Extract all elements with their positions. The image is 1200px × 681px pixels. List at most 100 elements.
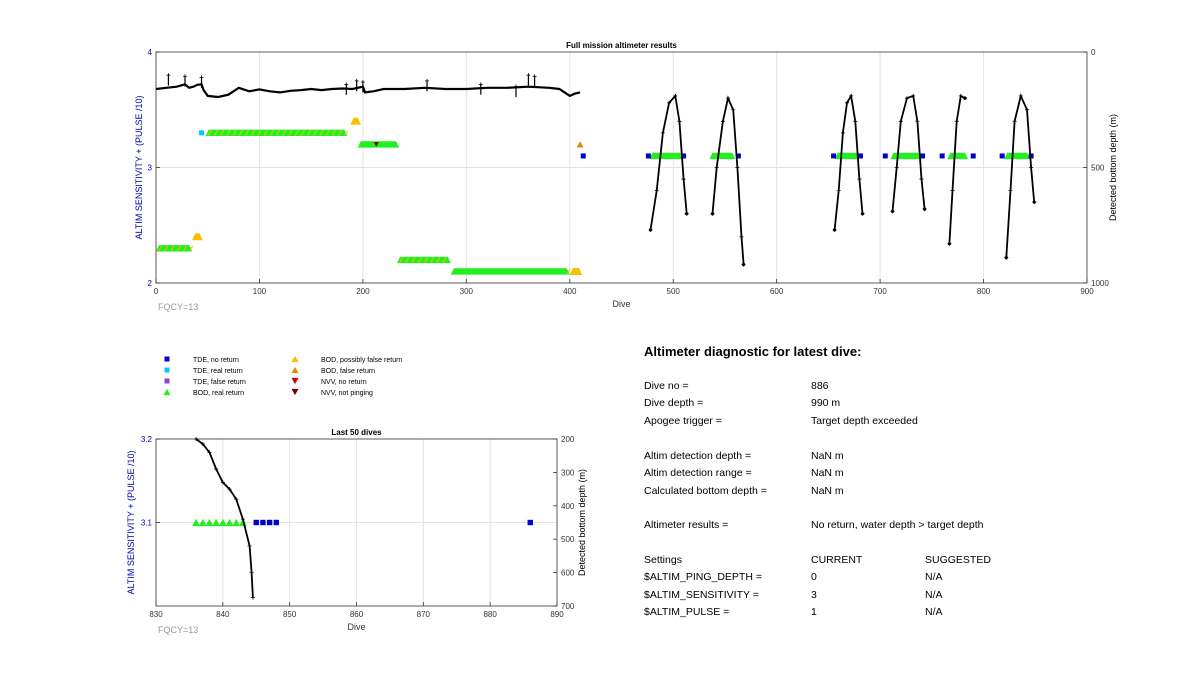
x-tick-label: 300 (460, 287, 474, 296)
bottom-depth-endpoint (741, 262, 746, 267)
bod-possibly-false-fleck (430, 257, 435, 263)
bottom-depth-point (478, 82, 483, 87)
bod-possibly-false-fleck (442, 257, 447, 263)
bottom-depth-endpoint (860, 212, 865, 216)
bottom-depth-dive-trace (649, 93, 688, 231)
y2-tick-label: 0 (1091, 48, 1096, 57)
fqcy-annotation: FQCY=13 (158, 302, 198, 312)
bod-possibly-false-fleck (313, 130, 318, 136)
y2-tick-label: 400 (561, 502, 575, 511)
bottom-depth-point (1029, 165, 1034, 170)
bod-real-return-marker (225, 518, 234, 527)
bod-possibly-false-fleck (307, 130, 312, 136)
bod-real-return-band (357, 141, 400, 148)
tde-no-return-marker (735, 153, 741, 159)
nvv-not-pinging-marker (373, 142, 379, 147)
bottom-depth-point (249, 570, 254, 575)
bod-possibly-false-fleck (257, 130, 262, 136)
x-tick-label: 900 (1080, 287, 1094, 296)
bod-real-return-marker (232, 518, 241, 527)
bottom-depth-point (857, 177, 862, 182)
bottom-depth-endpoint (1032, 200, 1036, 204)
x-tick-label: 870 (417, 610, 431, 619)
bod-possibly-false-fleck (331, 130, 336, 136)
bottom-depth-point (836, 188, 841, 193)
bod-possibly-false-fleck (170, 245, 175, 252)
bottom-depth-point (532, 74, 537, 79)
bod-possibly-false-fleck (436, 257, 441, 263)
calc-bottom-depth-label: Calculated bottom depth = (644, 485, 767, 497)
bod-possibly-false-fleck (269, 130, 274, 136)
bottom-depth-point (731, 107, 736, 112)
legend-bod-real-return-marker (163, 388, 171, 396)
tde-no-return-marker (527, 519, 533, 526)
pulse-label: $ALTIM_PULSE = (644, 606, 730, 618)
tde-no-return-marker (882, 153, 888, 159)
dive-depth-row: Dive depth = 990 m (644, 397, 840, 409)
legend-bod-false-return-marker (291, 366, 299, 374)
y-axis-label: ALTIM SENSITIVITY + (PULSE /10) (134, 96, 144, 240)
ping-depth-row: $ALTIM_PING_DEPTH = 0 N/A (644, 571, 943, 583)
plot-title: Full mission altimeter results (566, 41, 677, 50)
bottom-depth-point (425, 78, 430, 83)
legend-bod-possibly-false-marker (291, 355, 299, 363)
bottom-depth-point (166, 73, 171, 78)
settings-label: Settings (644, 554, 682, 566)
bottom-depth-point (200, 442, 205, 447)
bottom-depth-point (677, 119, 682, 124)
bottom-depth-point (1025, 107, 1029, 112)
altimeter-results-row: Altimeter results = No return, water dep… (644, 519, 983, 531)
legend-tde-false-return-marker (164, 378, 170, 384)
bottom-depth-endpoint (710, 212, 715, 216)
bod-possibly-false-fleck (288, 130, 293, 136)
legend-bod-possibly-false-label: BOD, possibly false return (321, 357, 402, 364)
legend-nvv-no-return-marker (291, 377, 299, 385)
bod-real-return-band (450, 268, 570, 275)
last-50-dives-plot: 830 840 850 860 870 880 890 3.1 3.2 200 300 400 500 6… (126, 428, 587, 635)
apogee-label: Apogee trigger = (644, 415, 722, 427)
y-tick-label: 3 (148, 164, 153, 173)
bod-possibly-false-fleck (300, 130, 305, 136)
bottom-depth-point (905, 96, 910, 101)
bod-possibly-false-fleck (405, 257, 410, 263)
x-tick-label: 890 (550, 610, 564, 619)
bottom-depth-point (845, 100, 850, 105)
bottom-depth-endpoint (922, 207, 927, 211)
bottom-depth-point (673, 93, 678, 98)
plot-title: Last 50 dives (331, 428, 382, 437)
bottom-depth-point (735, 165, 740, 170)
x-tick-label: 800 (977, 287, 991, 296)
sensitivity-current: 3 (811, 589, 817, 601)
pulse-row: $ALTIM_PULSE = 1 N/A (644, 606, 943, 618)
bottom-depth-point (660, 130, 665, 135)
altimeter-results-label: Altimeter results = (644, 519, 729, 531)
bottom-depth-point (853, 119, 858, 124)
y2-tick-label: 300 (561, 468, 575, 477)
bottom-depth-dive-trace (833, 93, 864, 230)
bottom-depth-point (958, 93, 963, 98)
bod-possibly-false-fleck (214, 130, 218, 136)
x-tick-label: 850 (283, 610, 297, 619)
tde-no-return-marker (939, 153, 945, 159)
x-tick-label: 500 (667, 287, 681, 296)
bod-possibly-false-fleck (158, 245, 163, 252)
tde-no-return-marker (999, 153, 1005, 159)
x-axis-label: Dive (612, 299, 630, 309)
legend-tde-false-return-label: TDE, false return (193, 379, 246, 386)
bottom-depth-point (199, 75, 204, 80)
y2-tick-label: 500 (1091, 164, 1105, 173)
pulse-current: 1 (811, 606, 817, 618)
bottom-depth-endpoint (648, 228, 653, 232)
current-label: CURRENT (811, 554, 863, 566)
bod-possibly-false-fleck (176, 245, 181, 252)
y2-tick-label: 200 (561, 435, 575, 444)
apogee-value: Target depth exceeded (811, 415, 918, 427)
bod-possibly-false-fleck (566, 268, 571, 275)
y2-tick-label: 1000 (1091, 279, 1109, 288)
bod-real-return-marker (212, 518, 221, 527)
settings-header-row: Settings CURRENT SUGGESTED (644, 554, 991, 566)
bod-possibly-false-fleck (276, 130, 280, 136)
bottom-depth-point (654, 188, 659, 193)
pulse-suggested: N/A (925, 606, 943, 618)
bottom-depth-point (681, 177, 686, 182)
